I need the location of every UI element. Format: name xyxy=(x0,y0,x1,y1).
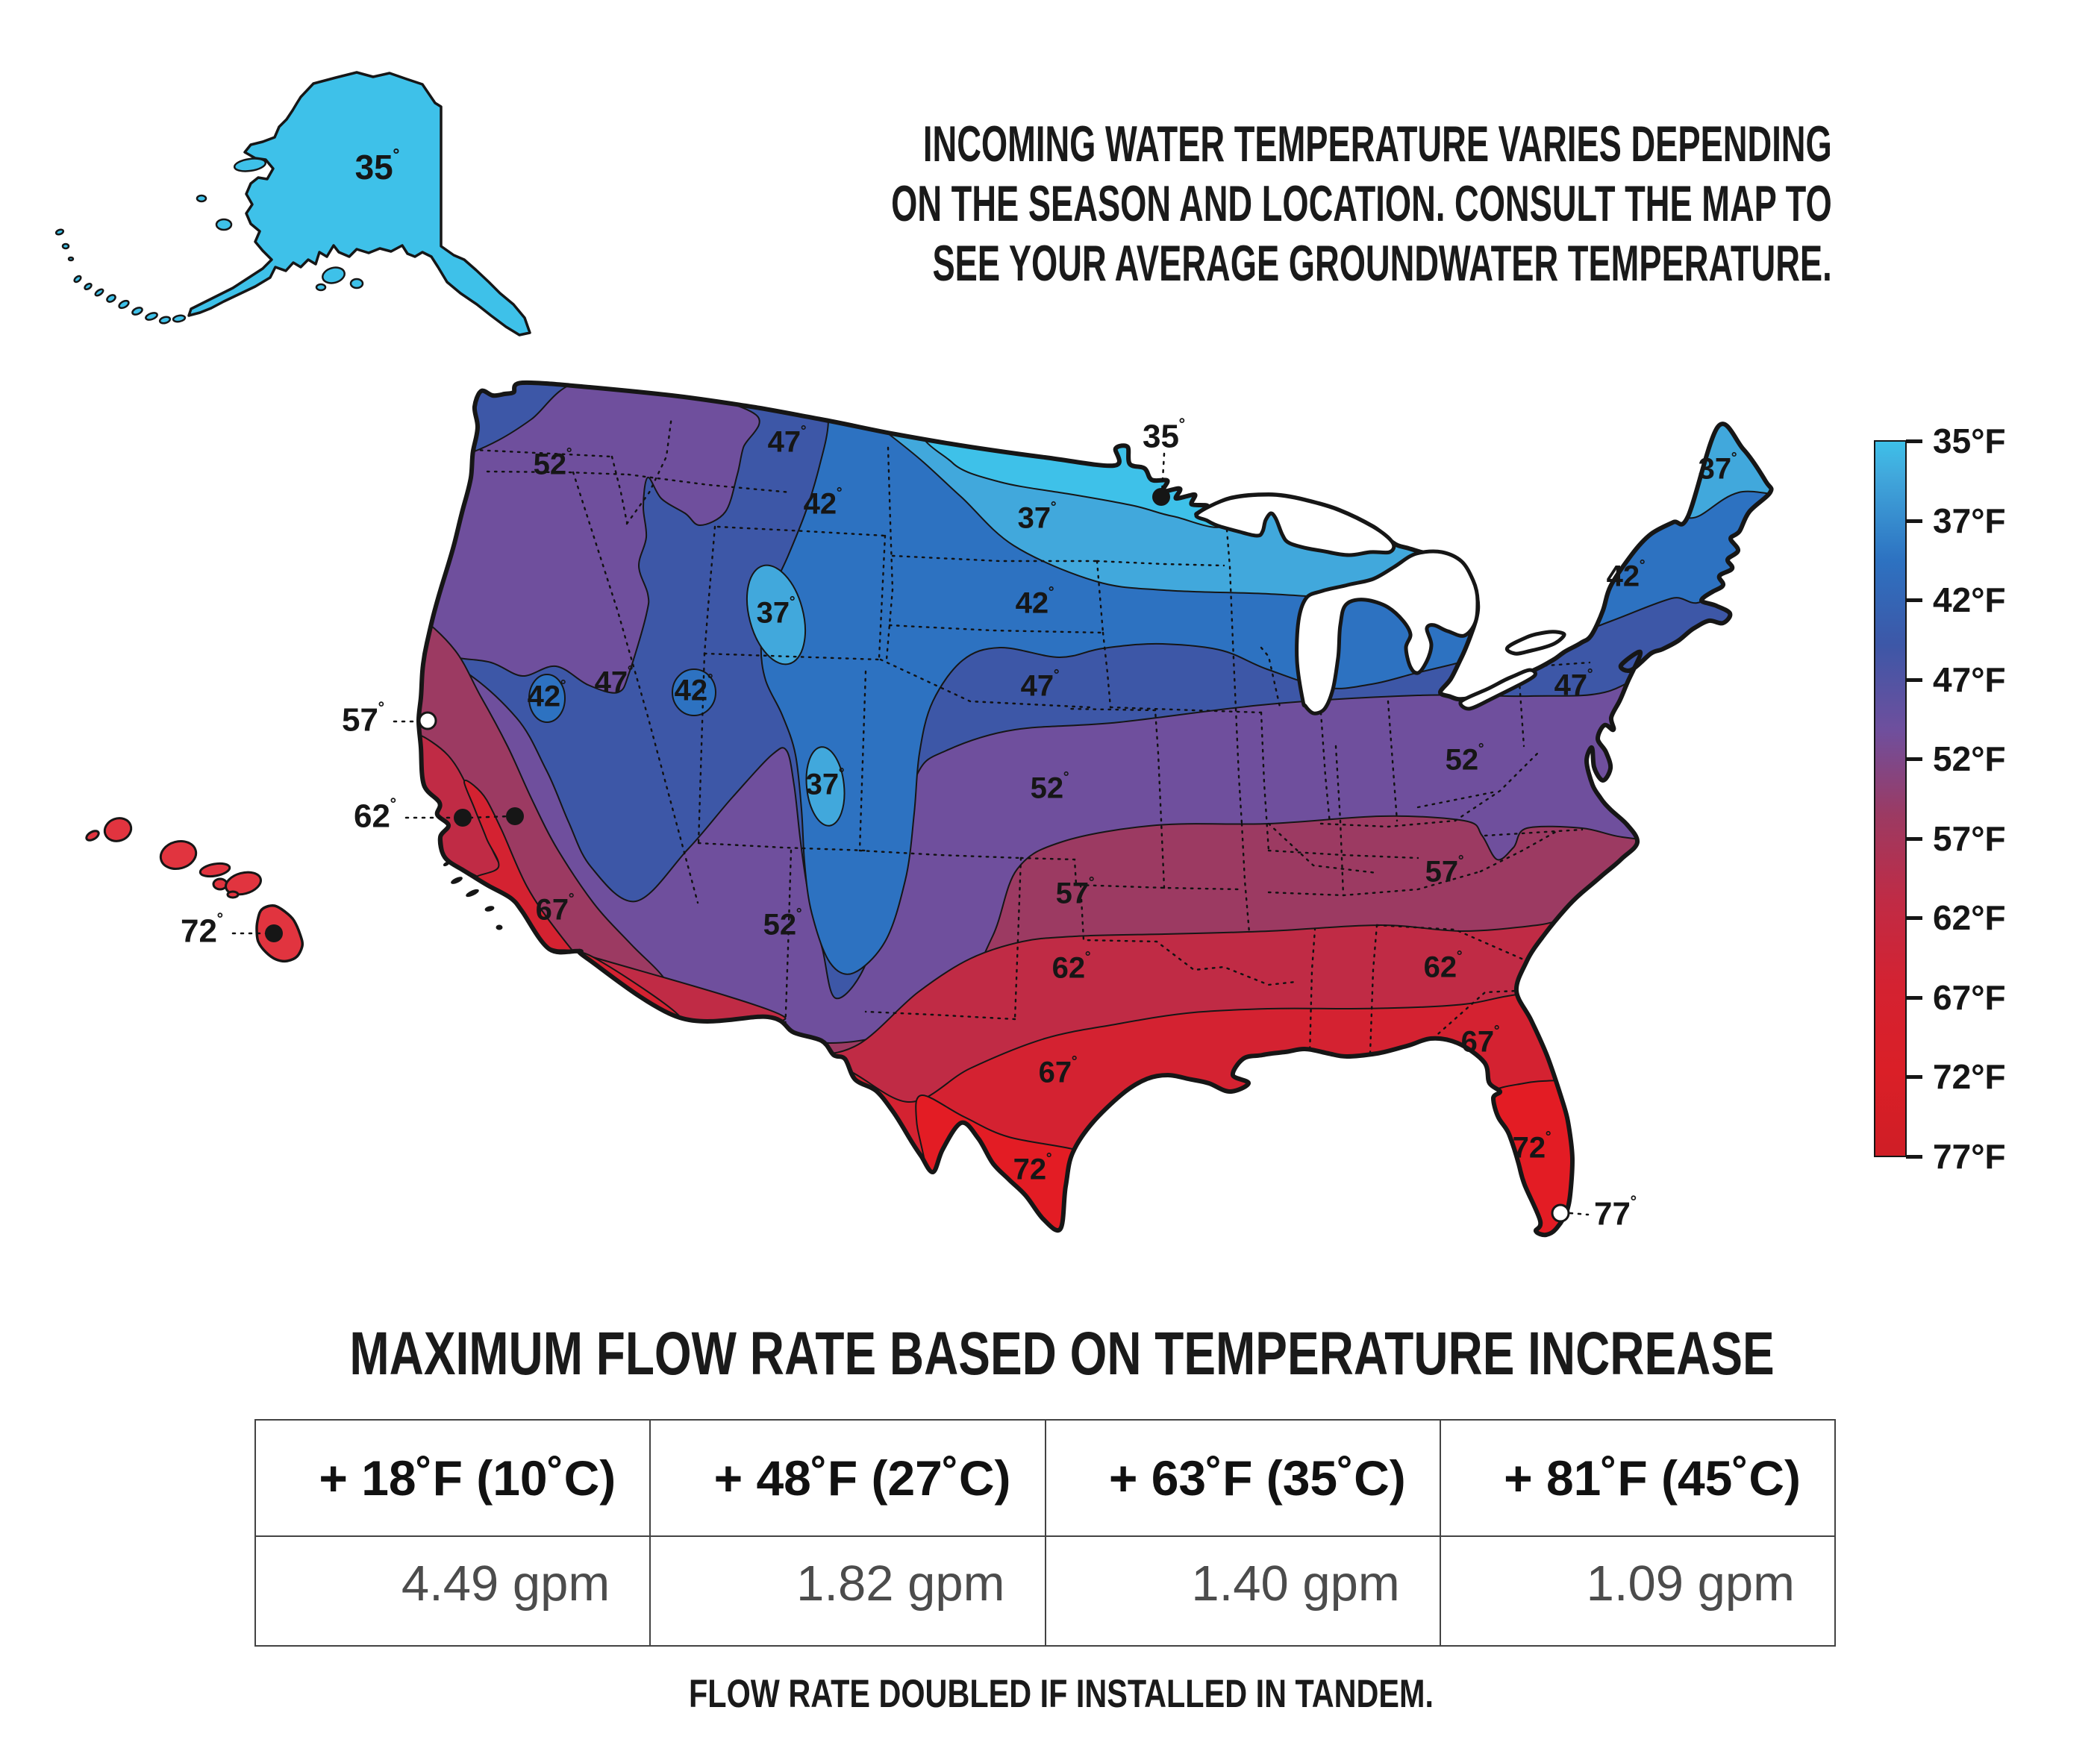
svg-text:47˚: 47˚ xyxy=(595,664,634,699)
svg-text:57˚: 57˚ xyxy=(1425,854,1465,889)
svg-text:42˚: 42˚ xyxy=(675,672,714,707)
svg-text:52˚: 52˚ xyxy=(763,906,803,942)
svg-text:62˚: 62˚ xyxy=(1424,949,1463,984)
svg-text:52˚: 52˚ xyxy=(534,446,573,481)
svg-text:47˚: 47˚ xyxy=(1554,667,1594,702)
svg-text:52˚: 52˚ xyxy=(1031,770,1070,805)
svg-text:52°F: 52°F xyxy=(1933,739,2006,778)
svg-text:62°F: 62°F xyxy=(1933,898,2006,937)
svg-text:77°F: 77°F xyxy=(1933,1137,2006,1176)
svg-text:52˚: 52˚ xyxy=(1446,742,1485,777)
svg-text:42°F: 42°F xyxy=(1933,580,2006,619)
svg-text:57˚: 57˚ xyxy=(342,700,385,739)
svg-text:37˚: 37˚ xyxy=(757,595,796,630)
svg-text:67˚: 67˚ xyxy=(1461,1024,1501,1059)
svg-text:37˚: 37˚ xyxy=(1699,451,1738,486)
svg-text:35°F: 35°F xyxy=(1933,422,2006,460)
svg-text:72°F: 72°F xyxy=(1933,1057,2006,1096)
svg-text:42˚: 42˚ xyxy=(1016,585,1055,620)
svg-text:72˚: 72˚ xyxy=(1513,1130,1552,1165)
svg-text:42˚: 42˚ xyxy=(804,486,843,521)
svg-text:37°F: 37°F xyxy=(1933,501,2006,540)
svg-text:47°F: 47°F xyxy=(1933,660,2006,699)
svg-text:42˚: 42˚ xyxy=(528,678,567,713)
svg-text:67˚: 67˚ xyxy=(536,892,575,927)
svg-text:57°F: 57°F xyxy=(1933,819,2006,858)
svg-text:62˚: 62˚ xyxy=(1052,950,1092,985)
svg-text:62˚: 62˚ xyxy=(354,796,397,835)
svg-text:35˚: 35˚ xyxy=(355,147,401,187)
svg-text:37˚: 37˚ xyxy=(1018,500,1057,535)
svg-text:72˚: 72˚ xyxy=(181,911,224,950)
svg-text:77˚: 77˚ xyxy=(1594,1194,1637,1233)
svg-text:67°F: 67°F xyxy=(1933,978,2006,1017)
svg-text:47˚: 47˚ xyxy=(768,424,807,459)
svg-text:42˚: 42˚ xyxy=(1607,558,1646,593)
svg-text:37˚: 37˚ xyxy=(806,766,846,801)
svg-text:47˚: 47˚ xyxy=(1021,668,1060,703)
svg-text:57˚: 57˚ xyxy=(1056,875,1096,910)
svg-text:72˚: 72˚ xyxy=(1013,1151,1053,1186)
svg-text:35˚: 35˚ xyxy=(1143,416,1186,455)
svg-text:67˚: 67˚ xyxy=(1039,1054,1078,1089)
